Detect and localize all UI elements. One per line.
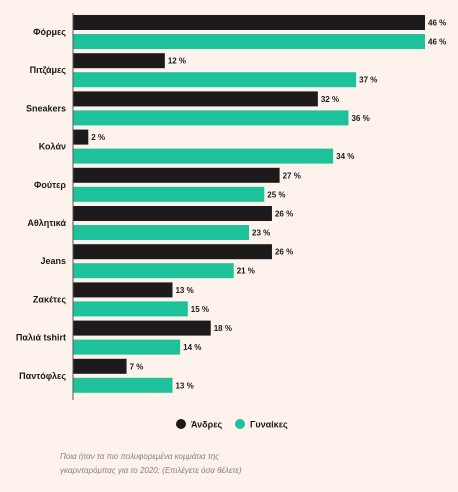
value-label: 14 % <box>183 343 201 352</box>
bar-women <box>73 301 188 317</box>
bar-men <box>73 53 165 69</box>
value-label: 34 % <box>336 152 354 161</box>
value-label: 26 % <box>275 248 293 257</box>
value-label: 18 % <box>214 324 232 333</box>
value-label: 7 % <box>130 362 144 371</box>
value-label: 46 % <box>428 19 446 28</box>
bar-women <box>73 34 425 49</box>
value-labels: 46 % 46 % 12 % 37 % 32 % 36 % 2 % 34 % 27 % 25 % 2… <box>91 19 446 391</box>
bar-women <box>73 339 181 355</box>
category-labels: Φόρμες Πιτζάμες Sneakers Κολάν Φούτερ Αθλητικ… <box>16 27 67 381</box>
value-label: 13 % <box>175 381 193 390</box>
value-label: 15 % <box>191 305 209 314</box>
value-label: 25 % <box>267 190 285 199</box>
legend-marker-women <box>235 419 245 429</box>
value-label: 36 % <box>351 114 369 123</box>
bar-women <box>73 72 357 88</box>
bar-women <box>73 377 173 393</box>
bar-men <box>73 167 280 183</box>
bar-men <box>73 282 173 298</box>
value-label: 21 % <box>237 267 255 276</box>
legend-label-men: Άνδρες <box>191 420 222 430</box>
value-label: 37 % <box>359 76 377 85</box>
bar-men <box>73 15 425 30</box>
legend-label-women: Γυναίκες <box>250 420 288 430</box>
category-label: Αθλητικά <box>27 218 66 228</box>
value-label: 2 % <box>91 133 105 142</box>
value-label: 26 % <box>275 210 293 219</box>
value-label: 46 % <box>428 38 446 47</box>
value-label: 32 % <box>321 95 339 104</box>
bar-men <box>73 206 272 221</box>
legend: Άνδρες Γυναίκες <box>176 419 288 430</box>
bar-men <box>73 244 272 260</box>
bar-women <box>73 148 334 164</box>
bar-men <box>73 91 318 107</box>
value-label: 12 % <box>168 57 186 66</box>
caption-line-1: Ποια ήταν τα πιο πολυφορεμένα κομμάτια τ… <box>60 452 220 461</box>
category-label: Ζακέτες <box>33 294 66 304</box>
category-label: Παντόφλες <box>19 371 66 381</box>
category-label: Κολάν <box>39 142 66 152</box>
bar-women <box>73 186 265 202</box>
bar-women <box>73 225 249 240</box>
category-label: Jeans <box>40 256 66 266</box>
chart-caption: Ποια ήταν τα πιο πολυφορεμένα κομμάτια τ… <box>60 450 300 478</box>
category-label: Πιτζάμες <box>30 65 67 75</box>
bar-men <box>73 320 211 336</box>
bar-women <box>73 110 349 126</box>
bar-men <box>73 129 89 145</box>
value-label: 27 % <box>283 171 301 180</box>
caption-line-2: γκαρνταρόμπας για το 2020; (Επιλέγετε όσ… <box>60 466 242 475</box>
bar-men <box>73 358 127 374</box>
legend-marker-men <box>176 419 186 429</box>
value-label: 23 % <box>252 229 270 238</box>
category-label: Φούτερ <box>34 180 66 190</box>
bar-women <box>73 263 234 279</box>
bars <box>73 15 425 393</box>
category-label: Sneakers <box>26 103 66 113</box>
value-label: 13 % <box>175 286 193 295</box>
category-label: Φόρμες <box>33 27 66 37</box>
category-label: Παλιά tshirt <box>16 333 66 343</box>
